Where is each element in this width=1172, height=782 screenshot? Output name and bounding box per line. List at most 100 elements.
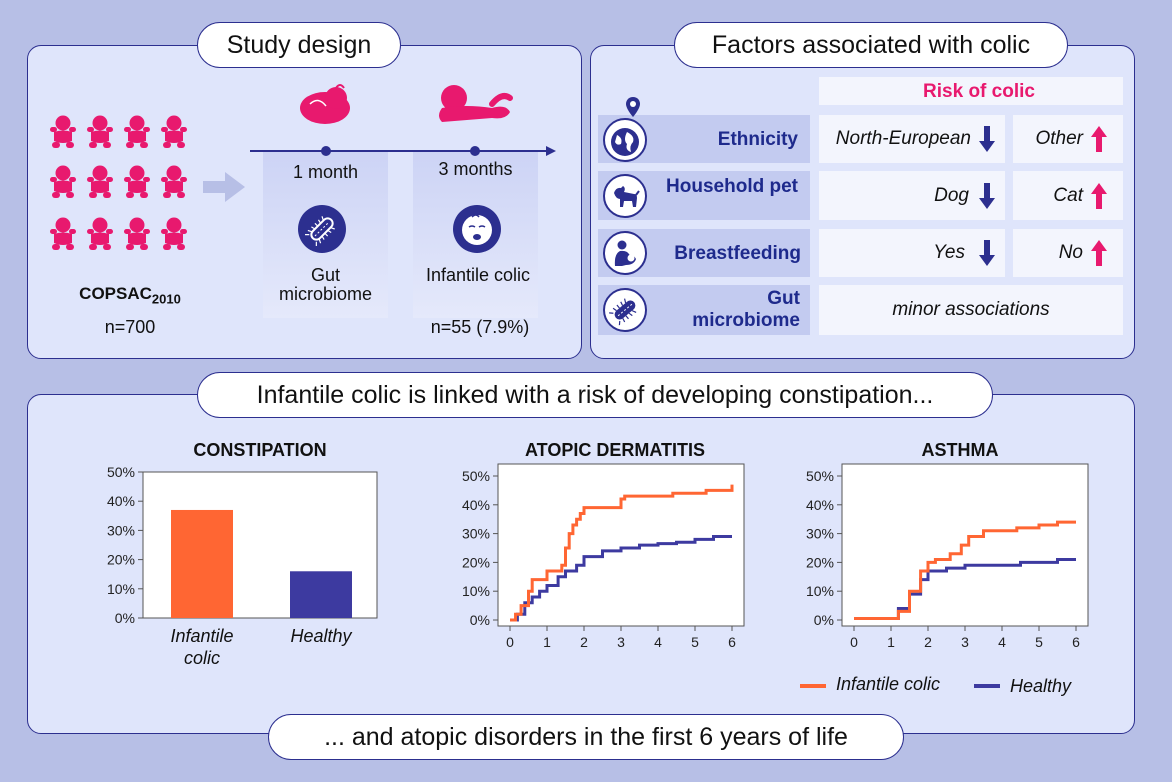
cohort-name: COPSAC <box>79 284 152 303</box>
baby-icon <box>50 165 76 198</box>
breastfeeding-low-label: Yes <box>933 242 965 263</box>
measure-gut-microbiome: Gut microbiome <box>278 265 373 304</box>
asthma-chart: 0% 10% 20% 30% 40% 50% 0 1 2 3 4 5 6 <box>806 463 1089 650</box>
y-tick-label: 50% <box>462 468 490 484</box>
x-tick-label: 2 <box>580 634 588 650</box>
cohort-count: n=700 <box>104 317 156 337</box>
x-category-label: Infantile colic <box>170 626 233 668</box>
y-tick-label: 0% <box>814 612 834 628</box>
factors-title: Factors associated with colic <box>674 22 1068 68</box>
pet-high-risk: Cat <box>1013 171 1123 220</box>
arrow-down-icon <box>979 182 995 209</box>
y-tick-label: 40% <box>107 493 135 509</box>
infant-cohort-grid <box>50 115 187 250</box>
arrow-up-icon <box>1091 182 1107 209</box>
study-design-title: Study design <box>197 22 401 68</box>
chart-title-constipation: CONSTIPATION <box>193 440 327 460</box>
breastfeeding-low-risk: Yes <box>819 229 1005 277</box>
baby-icon <box>161 115 187 148</box>
y-tick-label: 50% <box>107 464 135 480</box>
colic-count: n=55 (7.9%) <box>430 317 530 337</box>
baby-icon <box>124 217 150 250</box>
series-line-infantile-colic <box>854 520 1076 621</box>
y-tick-label: 40% <box>806 497 834 513</box>
x-tick-label: 1 <box>887 634 895 650</box>
outcomes-footer: ... and atopic disorders in the first 6 … <box>268 714 904 760</box>
x-tick-label: 6 <box>728 634 736 650</box>
breastfeeding-icon <box>603 231 647 275</box>
pet-low-risk: Dog <box>819 171 1005 220</box>
newborn-icon <box>300 84 350 124</box>
series-line-healthy <box>510 534 732 622</box>
factor-label-ethnicity: Ethnicity <box>717 129 798 150</box>
x-tick-label: 2 <box>924 634 932 650</box>
constipation-bar-chart: 0% 10% 20% 30% 40% 50% Infantile colic Healthy <box>107 464 378 668</box>
y-tick-label: 30% <box>107 522 135 538</box>
baby-icon <box>50 217 76 250</box>
factor-label-pet: Household pet <box>666 176 798 197</box>
risk-header-label: Risk of colic <box>923 81 1035 102</box>
arrow-down-icon <box>979 126 995 152</box>
arrow-up-icon <box>1091 240 1107 266</box>
y-tick-label: 10% <box>107 581 135 597</box>
y-tick-label: 10% <box>462 583 490 599</box>
x-tick-label: 4 <box>654 634 662 650</box>
series-line-infantile-colic <box>510 484 734 622</box>
plot-area <box>497 463 745 627</box>
arrow-up-icon <box>1091 126 1107 152</box>
location-pin-icon <box>626 97 640 117</box>
microbiome-icon <box>298 205 346 253</box>
y-tick-label: 30% <box>462 526 490 542</box>
breastfeeding-high-risk: No <box>1013 229 1123 277</box>
flow-arrow-icon <box>203 172 245 202</box>
infant-lying-icon <box>439 85 513 122</box>
ethnicity-high-label: Other <box>1035 128 1083 149</box>
atopic-dermatitis-chart: 0% 10% 20% 30% 40% 50% 0 1 2 3 4 5 6 <box>462 463 745 650</box>
timepoint-3months: 3 months <box>438 159 513 179</box>
bar-healthy <box>290 571 352 618</box>
y-tick-label: 50% <box>806 468 834 484</box>
x-tick-label: 3 <box>617 634 625 650</box>
legend-label-healthy: Healthy <box>1010 676 1072 696</box>
chart-title-atopic-dermatitis: ATOPIC DERMATITIS <box>525 440 705 460</box>
risk-header <box>819 77 1123 105</box>
cohort-year: 2010 <box>151 291 181 307</box>
x-tick-label: 6 <box>1072 634 1080 650</box>
legend-label-colic: Infantile colic <box>836 674 941 694</box>
baby-icon <box>87 165 113 198</box>
globe-pin-icon <box>603 118 647 162</box>
x-tick-label: 4 <box>998 634 1006 650</box>
y-tick-label: 20% <box>806 554 834 570</box>
breastfeeding-high-label: No <box>1058 242 1083 263</box>
baby-icon <box>124 165 150 198</box>
legend-swatch-healthy <box>974 684 1000 688</box>
y-tick-label: 20% <box>107 552 135 568</box>
chart-legend: Infantile colic Healthy <box>800 672 1100 700</box>
microbiome-risk-cell: minor associations <box>819 285 1123 335</box>
timepoint-1month: 1 month <box>292 162 359 182</box>
factor-label-microbiome: Gut microbiome <box>692 288 800 331</box>
timeline-axis <box>250 146 556 156</box>
baby-icon <box>50 115 76 148</box>
baby-icon <box>87 217 113 250</box>
baby-icon <box>87 115 113 148</box>
baby-icon <box>124 115 150 148</box>
bar-infantile-colic <box>171 509 233 618</box>
bacteria-icon <box>603 288 647 332</box>
y-tick-label: 30% <box>806 526 834 542</box>
x-tick-label: 0 <box>506 634 514 650</box>
y-tick-label: 40% <box>462 497 490 513</box>
baby-icon <box>161 217 187 250</box>
pet-high-label: Cat <box>1053 184 1083 206</box>
x-tick-label: 0 <box>850 634 858 650</box>
crying-baby-icon <box>453 205 501 253</box>
y-tick-label: 0% <box>115 610 135 626</box>
y-tick-label: 10% <box>806 583 834 599</box>
ethnicity-low-risk: North-European <box>819 115 1005 163</box>
pet-low-label: Dog <box>934 184 969 206</box>
dog-icon <box>603 174 647 218</box>
microbiome-risk-label: minor associations <box>892 299 1050 320</box>
ethnicity-low-label: North-European <box>835 128 971 149</box>
y-tick-label: 0% <box>470 612 490 628</box>
x-tick-label: 5 <box>691 634 699 650</box>
